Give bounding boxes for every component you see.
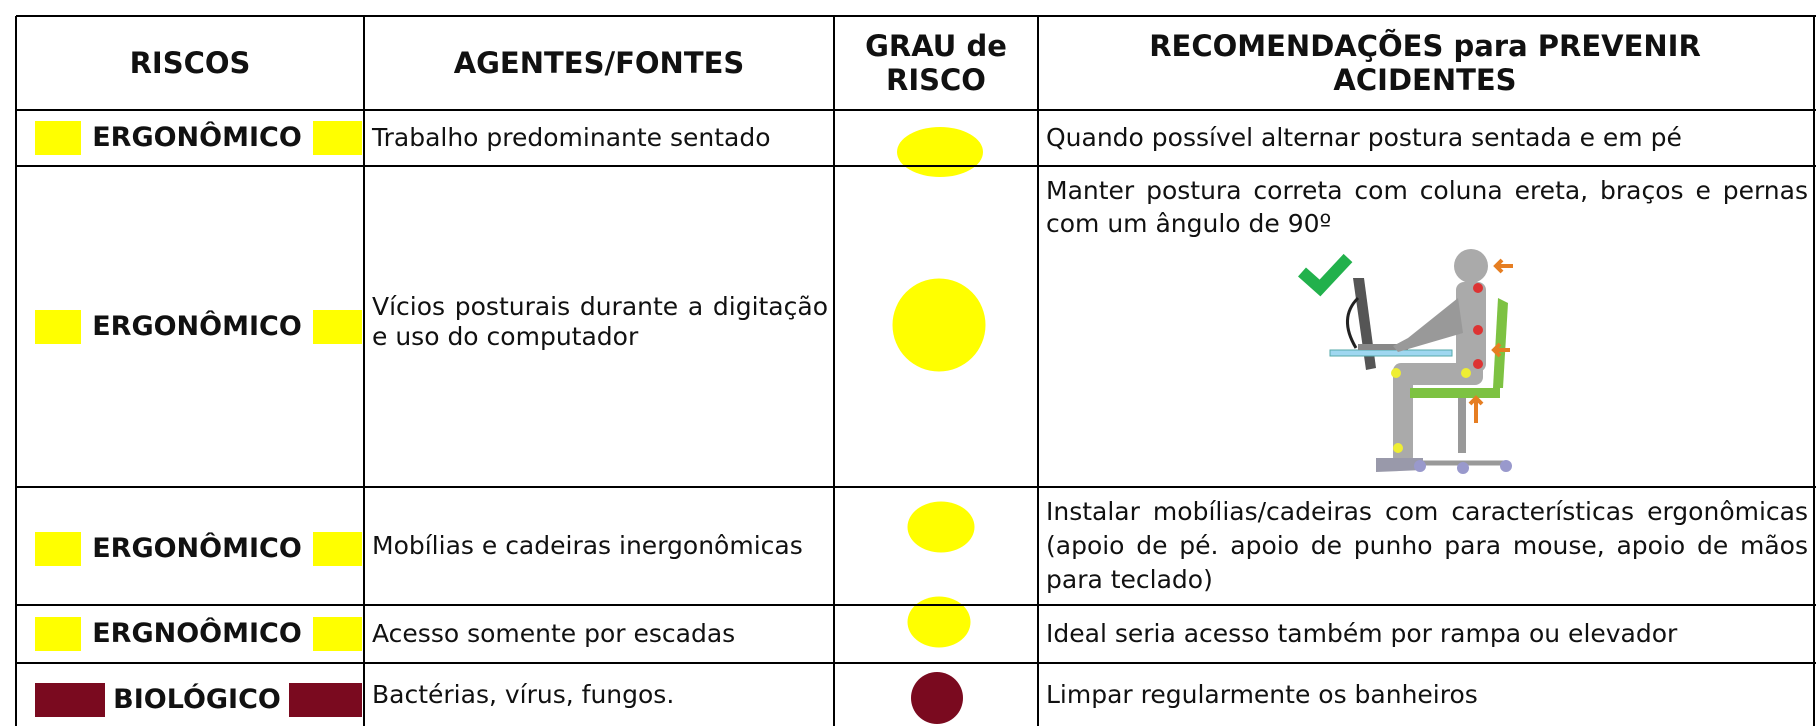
table-border (15, 16, 17, 726)
recommendation-cell: Limpar regularmente os banheiros (1046, 679, 1478, 709)
risk-text: ERGONÔMICO (81, 310, 313, 344)
risk-text: ERGONÔMICO (81, 532, 313, 566)
recommendation-text: Instalar mobílias/cadeiras com caracterí… (1046, 497, 1808, 594)
agent-cell: Vícios posturais durante a digitação e u… (366, 292, 834, 362)
risk-grade-dot (892, 278, 986, 372)
posture-illustration (1298, 249, 1513, 474)
recommendation-text: Manter postura correta com coluna ereta,… (1046, 176, 1808, 238)
table-border (363, 16, 365, 726)
table-border (16, 15, 1816, 17)
agent-cell: Bactérias, vírus, fungos. (372, 679, 675, 709)
risk-text: BIOLÓGICO (105, 683, 289, 717)
header-cell: RECOMENDAÇÕES para PREVENIR ACIDENTES (1149, 29, 1701, 97)
recommendation-cell: Quando possível alternar postura sentada… (1046, 123, 1682, 152)
recommendation-cell: Ideal seria acesso também por rampa ou e… (1046, 619, 1678, 648)
table-border (833, 16, 835, 726)
agent-cell: Acesso somente por escadas (372, 619, 736, 648)
risk-text: ERGNOÔMICO (81, 617, 313, 651)
table-border (16, 486, 1816, 488)
header-cell: GRAU de RISCO (865, 29, 1007, 97)
table-border (16, 604, 1816, 606)
header-cell: RISCOS (129, 46, 251, 80)
recommendation-cell: Instalar mobílias/cadeiras com caracterí… (1040, 495, 1814, 605)
risk-grade-dot (911, 672, 963, 724)
agent-cell: Trabalho predominante sentado (372, 123, 771, 152)
risk-grade-dot (907, 501, 975, 553)
table-border (1037, 16, 1039, 726)
agent-cell: Mobílias e cadeiras inergonômicas (372, 531, 803, 560)
risk-label: ERGNOÔMICO (35, 617, 362, 651)
risk-label: ERGONÔMICO (35, 310, 362, 344)
risk-text: ERGONÔMICO (81, 121, 313, 155)
table-border (1813, 16, 1815, 726)
risk-label: ERGONÔMICO (35, 121, 362, 155)
agent-text: Vícios posturais durante a digitação e u… (372, 292, 828, 351)
table-border (16, 662, 1816, 664)
table-border (16, 109, 1816, 111)
risk-label: BIOLÓGICO (35, 683, 362, 717)
recommendation-cell: Manter postura correta com coluna ereta,… (1040, 174, 1814, 244)
header-cell: AGENTES/FONTES (453, 46, 745, 80)
risk-grade-dot (897, 127, 983, 177)
risk-label: ERGONÔMICO (35, 532, 362, 566)
table-border (16, 165, 1816, 167)
